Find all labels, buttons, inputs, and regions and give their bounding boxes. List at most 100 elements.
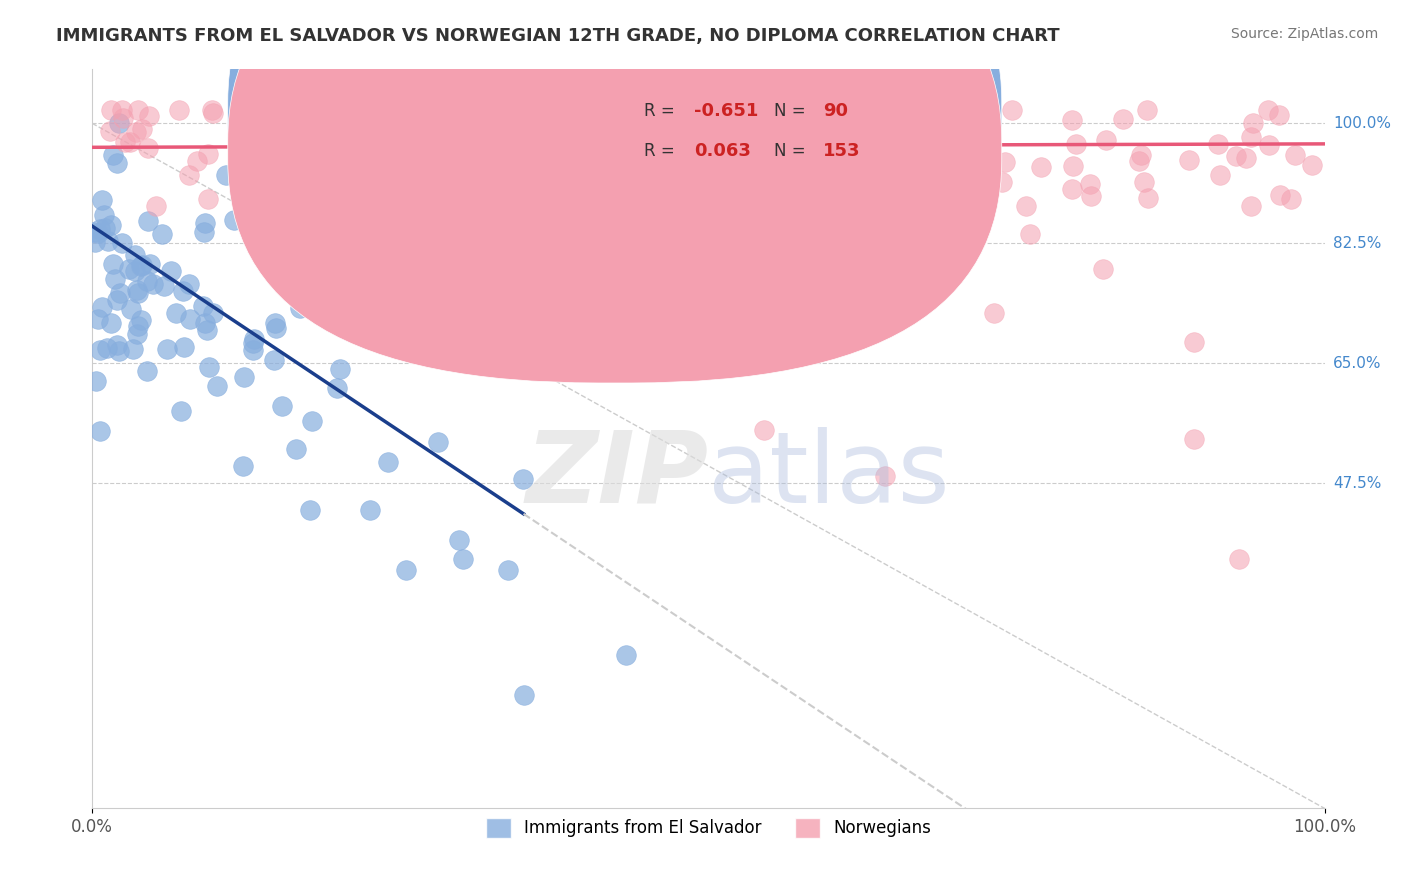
Point [197,147,219,161]
Text: 0.063: 0.063 [693,142,751,160]
Point [201,103,224,117]
Point [1062,159,1084,173]
Point [1182,334,1205,349]
Point [127,319,149,334]
Text: 90: 90 [823,103,848,120]
Point [299,141,322,155]
Point [110,236,132,251]
Point [946,174,969,188]
Text: R =: R = [644,142,681,160]
Point [105,156,128,170]
Point [145,198,167,212]
Point [89,221,111,235]
Point [129,259,152,273]
Point [108,286,131,301]
Point [1258,138,1281,153]
Point [281,104,304,119]
Point [496,563,519,577]
Point [758,131,780,145]
Point [105,293,128,308]
Point [824,259,846,273]
Point [389,133,412,147]
Point [243,332,266,346]
FancyBboxPatch shape [228,0,1001,343]
Point [127,286,149,301]
Point [193,225,215,239]
Point [1019,227,1042,242]
Point [350,306,373,320]
Point [284,442,307,456]
Point [1267,108,1289,122]
Point [167,103,190,117]
Point [194,216,217,230]
Point [1078,177,1101,191]
Point [242,343,264,358]
Point [609,159,631,173]
Point [655,108,678,122]
Text: 82.5%: 82.5% [1333,235,1381,251]
Point [111,103,134,117]
Point [939,120,962,134]
Point [1136,191,1159,205]
Point [238,112,260,127]
Point [186,154,208,169]
Point [560,159,582,173]
Point [765,139,787,153]
Point [101,147,124,161]
Point [89,343,111,357]
Point [887,178,910,192]
Point [207,379,229,393]
Point [197,323,219,337]
Point [806,212,828,227]
Point [534,168,557,182]
Point [1178,153,1201,167]
Point [94,221,117,235]
Point [479,103,502,117]
Point [215,168,238,182]
Text: ZIP: ZIP [526,427,709,524]
Point [290,184,312,198]
Point [105,338,128,352]
Text: 47.5%: 47.5% [1333,475,1381,491]
Point [891,136,914,151]
Point [962,120,984,134]
Point [374,113,396,128]
Point [381,123,404,137]
Point [524,103,547,117]
Point [114,135,136,149]
Point [543,117,565,131]
Point [179,312,201,326]
Point [808,131,831,145]
Point [498,153,520,168]
Point [124,264,146,278]
Point [1279,192,1302,206]
Point [177,169,200,183]
Point [565,149,588,163]
Point [1257,103,1279,117]
Point [520,120,543,134]
Point [197,192,219,206]
Point [616,131,638,145]
FancyBboxPatch shape [228,0,1001,383]
Point [1206,136,1229,151]
Point [749,125,772,139]
Point [873,103,896,117]
Point [201,306,224,320]
Point [699,136,721,151]
Point [1092,261,1115,276]
Point [232,369,254,384]
Point [426,435,449,450]
Point [688,174,710,188]
Point [754,166,776,180]
Text: Source: ZipAtlas.com: Source: ZipAtlas.com [1230,27,1378,41]
Point [735,145,758,159]
Point [994,155,1017,169]
Point [972,148,994,162]
Point [976,104,998,119]
Point [544,200,567,214]
Point [1132,176,1154,190]
Point [451,552,474,566]
Point [443,103,465,117]
Point [859,139,882,153]
Point [939,153,962,167]
